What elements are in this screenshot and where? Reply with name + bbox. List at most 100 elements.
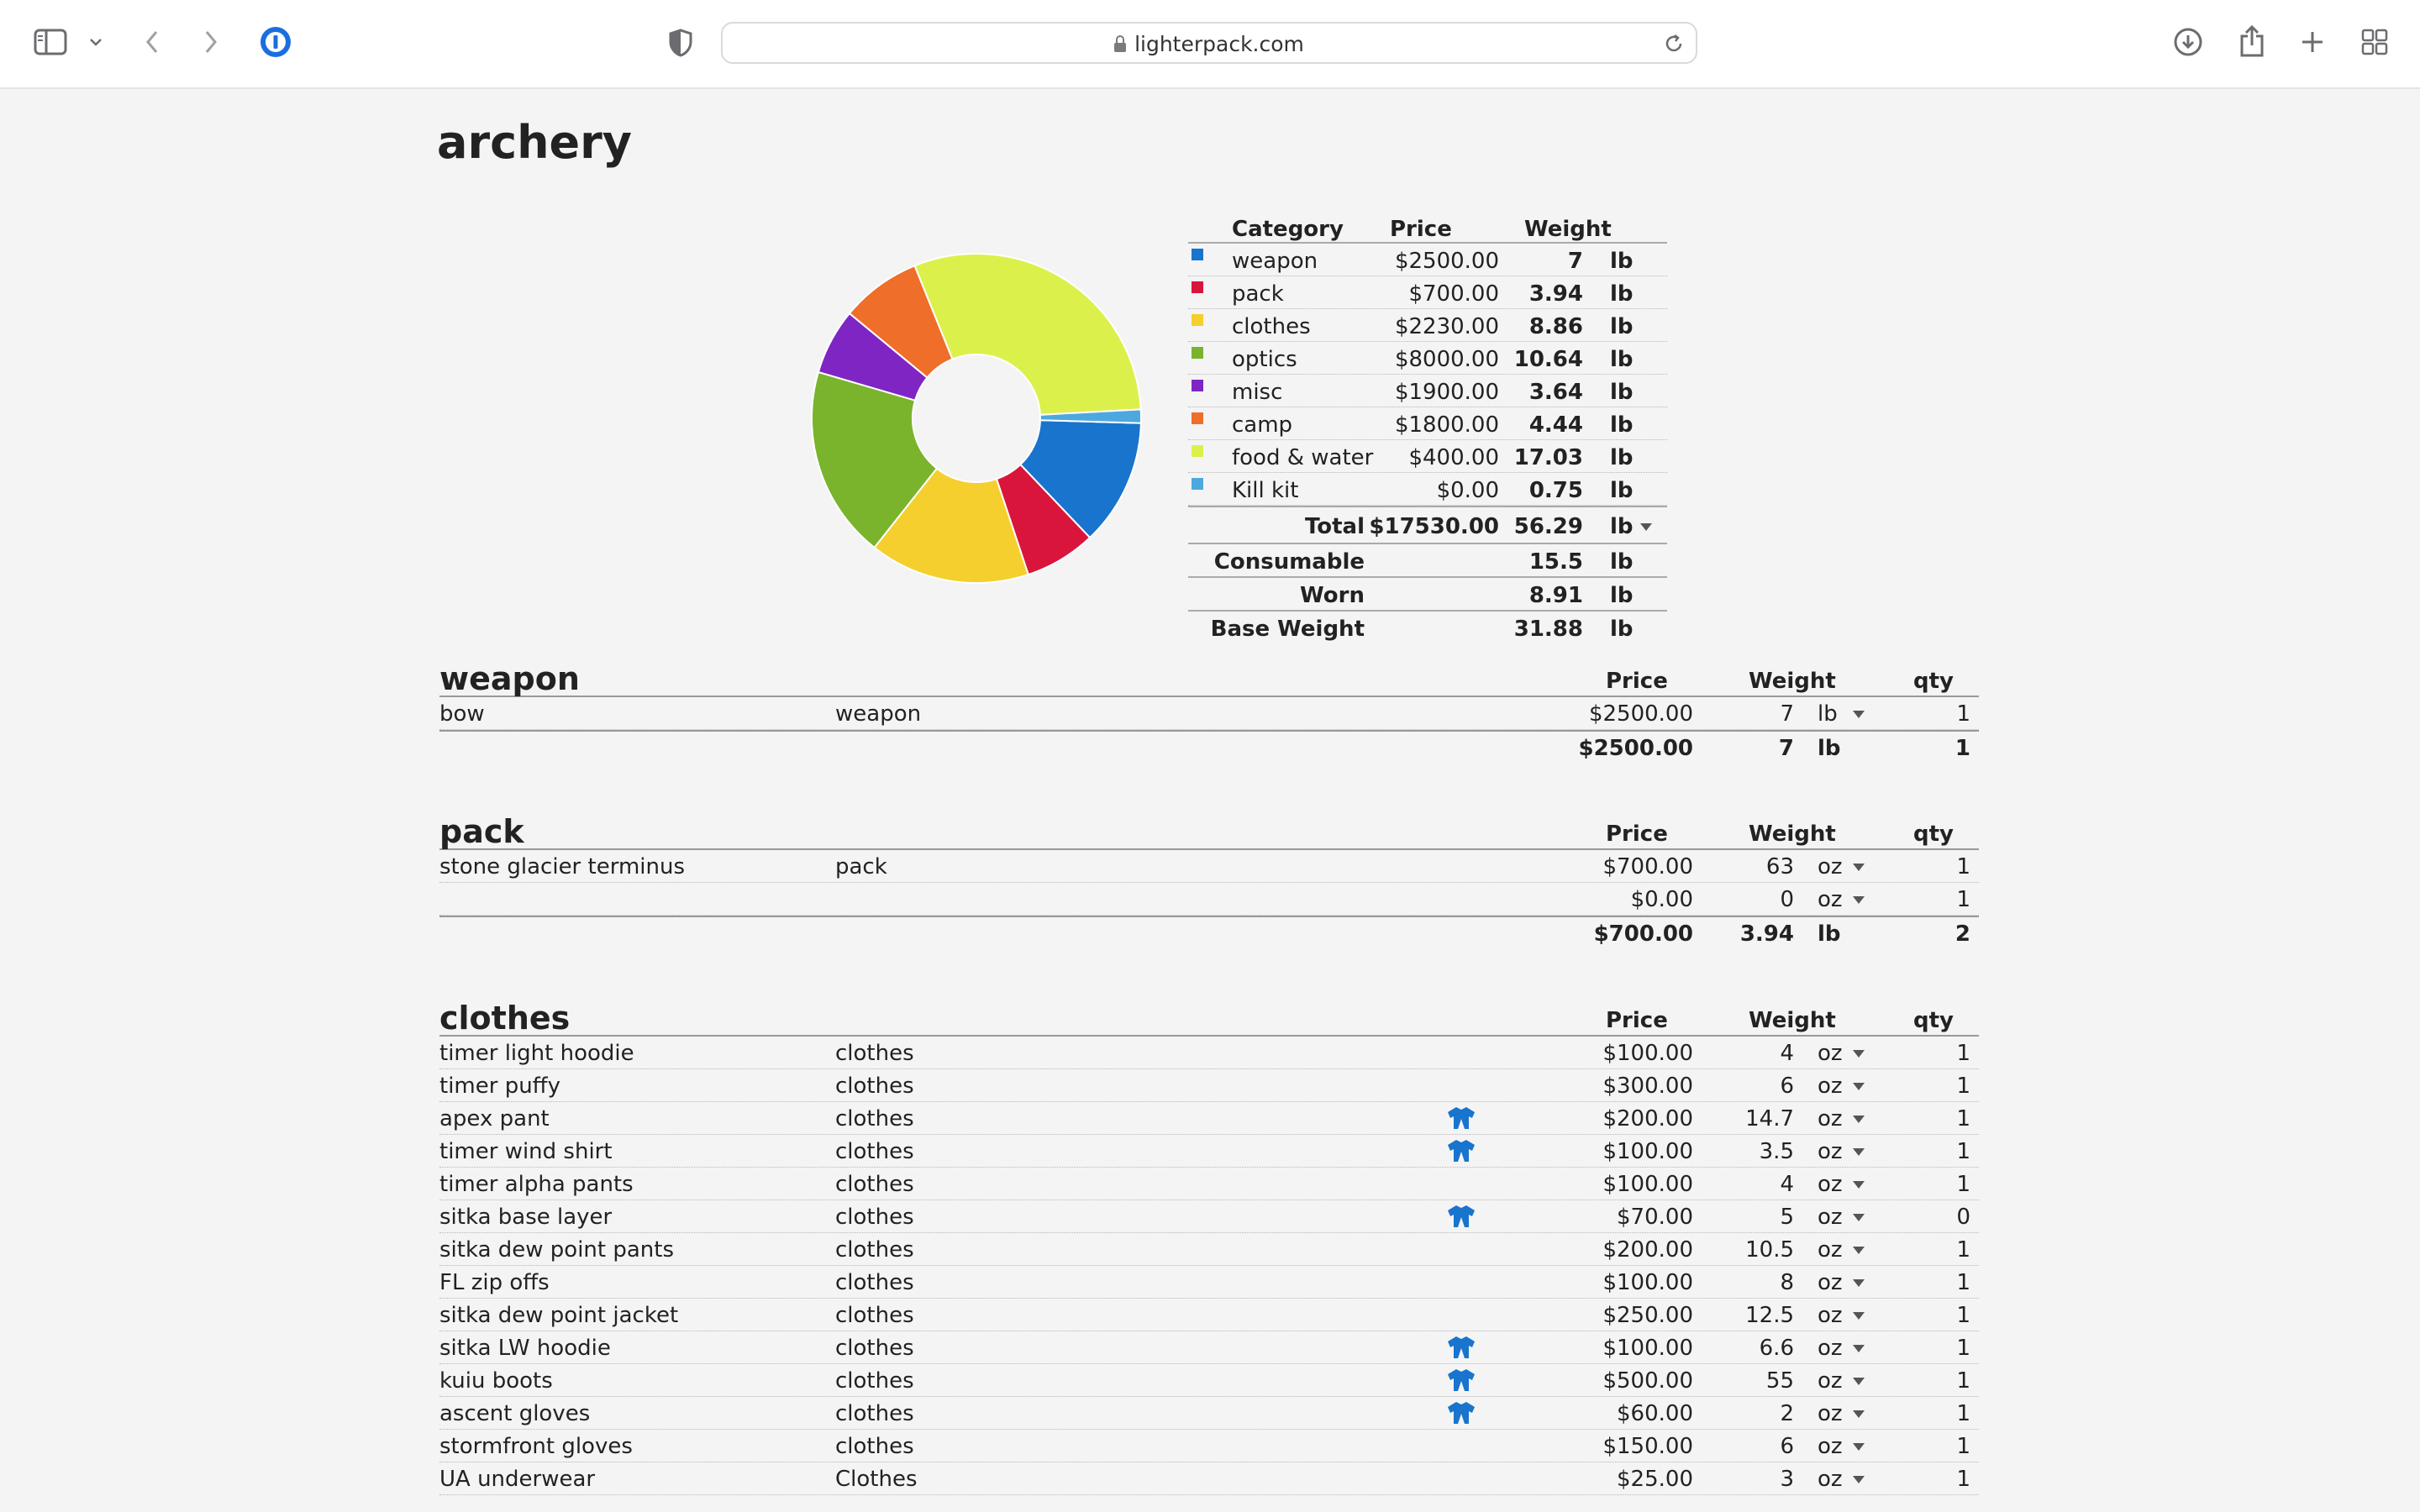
item-name[interactable]: apex pant	[439, 1106, 550, 1131]
forward-icon[interactable]	[198, 27, 224, 57]
summary-row[interactable]: misc $1900.00 3.64 lb	[1188, 375, 1667, 407]
item-row[interactable]: sitka LW hoodie clothes $100.00 6.6 oz 1	[439, 1331, 1979, 1364]
item-qty[interactable]: 1	[1956, 1336, 1970, 1361]
item-unit[interactable]: oz	[1818, 1336, 1843, 1361]
item-name[interactable]: UA underwear	[439, 1467, 596, 1492]
item-unit[interactable]: lb	[1818, 701, 1838, 727]
item-price[interactable]: $250.00	[1602, 1303, 1693, 1328]
category-name[interactable]: clothes	[439, 1000, 571, 1037]
item-row[interactable]: timer light hoodie clothes $100.00 4 oz 1	[439, 1037, 1979, 1069]
worn-shirt-icon[interactable]	[1446, 1204, 1476, 1235]
chevron-down-icon[interactable]	[1853, 1148, 1865, 1156]
item-name[interactable]: ascent gloves	[439, 1401, 591, 1426]
item-name[interactable]: sitka base layer	[439, 1205, 613, 1230]
item-row[interactable]: sitka dew point jacket clothes $250.00 12.5…	[439, 1299, 1979, 1331]
item-qty[interactable]: 1	[1956, 1401, 1970, 1426]
item-weight[interactable]: 8	[1780, 1270, 1794, 1295]
item-weight[interactable]: 14.7	[1745, 1106, 1794, 1131]
item-weight[interactable]: 5	[1780, 1205, 1794, 1230]
item-name[interactable]: sitka dew point jacket	[439, 1303, 679, 1328]
chevron-down-icon[interactable]	[1853, 1050, 1865, 1058]
item-price[interactable]: $200.00	[1602, 1237, 1693, 1263]
item-price[interactable]: $500.00	[1602, 1368, 1693, 1394]
item-description[interactable]: clothes	[835, 1401, 914, 1426]
summary-row[interactable]: Kill kit $0.00 0.75 lb	[1188, 473, 1667, 506]
worn-shirt-icon[interactable]	[1446, 1335, 1476, 1366]
item-description[interactable]: clothes	[835, 1074, 914, 1099]
item-unit[interactable]: oz	[1818, 1106, 1843, 1131]
item-weight[interactable]: 3.5	[1759, 1139, 1794, 1164]
chevron-down-icon[interactable]	[1853, 1345, 1865, 1352]
chevron-down-icon[interactable]	[1853, 1083, 1865, 1090]
item-name[interactable]: stormfront gloves	[439, 1434, 633, 1459]
item-description[interactable]: weapon	[835, 701, 922, 727]
item-qty[interactable]: 1	[1956, 701, 1970, 727]
item-name[interactable]: sitka LW hoodie	[439, 1336, 611, 1361]
chevron-down-icon[interactable]	[1853, 1378, 1865, 1385]
chevron-down-icon[interactable]	[1853, 711, 1865, 718]
chevron-down-icon[interactable]	[1853, 864, 1865, 871]
item-weight[interactable]: 6	[1780, 1434, 1794, 1459]
item-row[interactable]: stone glacier terminus pack $700.00 63 oz 1	[439, 850, 1979, 883]
item-row[interactable]: apex pant clothes $200.00 14.7 oz 1	[439, 1102, 1979, 1135]
item-name[interactable]: sitka dew point pants	[439, 1237, 675, 1263]
item-weight[interactable]: 4	[1780, 1041, 1794, 1066]
item-unit[interactable]: oz	[1818, 854, 1843, 879]
worn-shirt-icon[interactable]	[1446, 1400, 1476, 1431]
item-description[interactable]: clothes	[835, 1205, 914, 1230]
item-price[interactable]: $70.00	[1617, 1205, 1693, 1230]
list-title[interactable]: archery	[437, 116, 632, 169]
item-weight[interactable]: 6.6	[1759, 1336, 1794, 1361]
item-price[interactable]: $2500.00	[1588, 701, 1693, 727]
category-name[interactable]: weapon	[439, 660, 580, 697]
chevron-down-icon[interactable]	[1853, 1214, 1865, 1221]
item-price[interactable]: $100.00	[1602, 1270, 1693, 1295]
item-price[interactable]: $100.00	[1602, 1336, 1693, 1361]
item-price[interactable]: $25.00	[1617, 1467, 1693, 1492]
item-unit[interactable]: oz	[1818, 1434, 1843, 1459]
chevron-down-icon[interactable]	[1853, 896, 1865, 904]
item-unit[interactable]: oz	[1818, 1172, 1843, 1197]
chevron-down-icon[interactable]	[1853, 1247, 1865, 1254]
item-qty[interactable]: 1	[1956, 1368, 1970, 1394]
item-weight[interactable]: 4	[1780, 1172, 1794, 1197]
chevron-down-icon[interactable]	[1853, 1116, 1865, 1123]
item-row[interactable]: stormfront gloves clothes $150.00 6 oz 1	[439, 1430, 1979, 1462]
item-weight[interactable]: 55	[1765, 1368, 1794, 1394]
donut-slice-optics[interactable]	[811, 370, 939, 549]
item-description[interactable]: Clothes	[835, 1467, 918, 1492]
item-price[interactable]: $100.00	[1602, 1041, 1693, 1066]
worn-shirt-icon[interactable]	[1446, 1138, 1476, 1169]
item-row[interactable]: $0.00 0 oz 1	[439, 883, 1979, 916]
back-icon[interactable]	[139, 27, 165, 57]
item-description[interactable]: clothes	[835, 1434, 914, 1459]
item-unit[interactable]: oz	[1818, 1041, 1843, 1066]
item-qty[interactable]: 1	[1956, 1467, 1970, 1492]
item-name[interactable]: FL zip offs	[439, 1270, 550, 1295]
item-qty[interactable]: 1	[1956, 887, 1970, 912]
donut-slice-food-water[interactable]	[913, 253, 1142, 416]
item-name[interactable]: stone glacier terminus	[439, 854, 685, 879]
item-unit[interactable]: oz	[1818, 1368, 1843, 1394]
item-weight[interactable]: 63	[1765, 854, 1794, 879]
item-qty[interactable]: 1	[1956, 1270, 1970, 1295]
item-qty[interactable]: 1	[1956, 1237, 1970, 1263]
item-row[interactable]: timer alpha pants clothes $100.00 4 oz 1	[439, 1168, 1979, 1200]
donut-slice-weapon[interactable]	[1018, 419, 1142, 539]
item-row[interactable]: kuiu boots clothes $500.00 55 oz 1	[439, 1364, 1979, 1397]
chevron-down-icon[interactable]	[1853, 1279, 1865, 1287]
address-bar[interactable]: lighterpack.com	[721, 22, 1697, 64]
privacy-shield-icon[interactable]	[666, 27, 696, 59]
item-weight[interactable]: 10.5	[1745, 1237, 1794, 1263]
item-weight[interactable]: 0	[1780, 887, 1794, 912]
item-unit[interactable]: oz	[1818, 1074, 1843, 1099]
donut-slice-kill-kit[interactable]	[1039, 408, 1142, 424]
summary-row[interactable]: weapon $2500.00 7 lb	[1188, 244, 1667, 276]
category-name[interactable]: pack	[439, 813, 524, 850]
item-unit[interactable]: oz	[1818, 887, 1843, 912]
item-row[interactable]: FL zip offs clothes $100.00 8 oz 1	[439, 1266, 1979, 1299]
item-price[interactable]: $0.00	[1630, 887, 1693, 912]
item-unit[interactable]: oz	[1818, 1237, 1843, 1263]
chevron-down-icon[interactable]	[1853, 1443, 1865, 1451]
item-qty[interactable]: 1	[1956, 1139, 1970, 1164]
